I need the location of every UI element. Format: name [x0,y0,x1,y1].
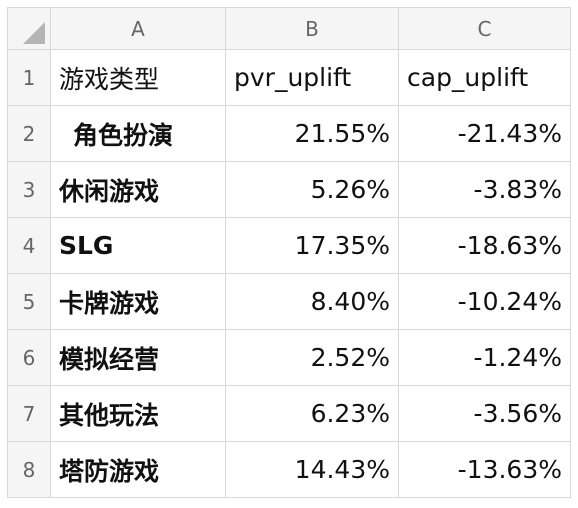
row-number[interactable]: 4 [7,217,51,274]
column-header[interactable]: A [50,7,226,50]
cell[interactable]: SLG [50,217,226,274]
cell[interactable]: -1.24% [398,329,571,386]
cell[interactable]: 21.55% [225,105,399,162]
spreadsheet: A B C 1 游戏类型 pvr_uplift cap_uplift 2 角色扮演 21.55% -… [7,7,571,498]
cell[interactable]: 17.35% [225,217,399,274]
row-number[interactable]: 7 [7,385,51,442]
sheet-row: 7 其他玩法 6.23% -3.56% [7,385,571,442]
row-number[interactable]: 2 [7,105,51,162]
corner-triangle [23,22,45,44]
cell[interactable]: 5.26% [225,161,399,218]
row-number[interactable]: 8 [7,441,51,498]
cell[interactable]: pvr_uplift [225,49,399,106]
cell[interactable]: -3.56% [398,385,571,442]
row-number[interactable]: 5 [7,273,51,330]
cell[interactable]: cap_uplift [398,49,571,106]
cell[interactable]: 8.40% [225,273,399,330]
cell[interactable]: -3.83% [398,161,571,218]
column-header[interactable]: C [398,7,571,50]
cell[interactable]: 其他玩法 [50,385,226,442]
row-number[interactable]: 1 [7,49,51,106]
sheet-body: A B C 1 游戏类型 pvr_uplift cap_uplift 2 角色扮演 21.55% -… [7,7,571,498]
cell[interactable]: 塔防游戏 [50,441,226,498]
cell[interactable]: 卡牌游戏 [50,273,226,330]
cell[interactable]: 2.52% [225,329,399,386]
sheet-row: 8 塔防游戏 14.43% -13.63% [7,441,571,498]
cell[interactable]: -21.43% [398,105,571,162]
cell[interactable]: 游戏类型 [50,49,226,106]
sheet-row: 5 卡牌游戏 8.40% -10.24% [7,273,571,330]
sheet-row: 1 游戏类型 pvr_uplift cap_uplift [7,49,571,106]
cell[interactable]: 休闲游戏 [50,161,226,218]
select-all-corner[interactable] [7,7,51,50]
sheet-row: 2 角色扮演 21.55% -21.43% [7,105,571,162]
column-header[interactable]: B [225,7,399,50]
cell[interactable]: -18.63% [398,217,571,274]
cell[interactable]: 14.43% [225,441,399,498]
sheet-row: 6 模拟经营 2.52% -1.24% [7,329,571,386]
row-number[interactable]: 3 [7,161,51,218]
sheet-row: 4 SLG 17.35% -18.63% [7,217,571,274]
cell[interactable]: 模拟经营 [50,329,226,386]
row-number[interactable]: 6 [7,329,51,386]
cell[interactable]: 6.23% [225,385,399,442]
sheet-row: 3 休闲游戏 5.26% -3.83% [7,161,571,218]
cell[interactable]: 角色扮演 [50,105,226,162]
cell[interactable]: -13.63% [398,441,571,498]
cell[interactable]: -10.24% [398,273,571,330]
